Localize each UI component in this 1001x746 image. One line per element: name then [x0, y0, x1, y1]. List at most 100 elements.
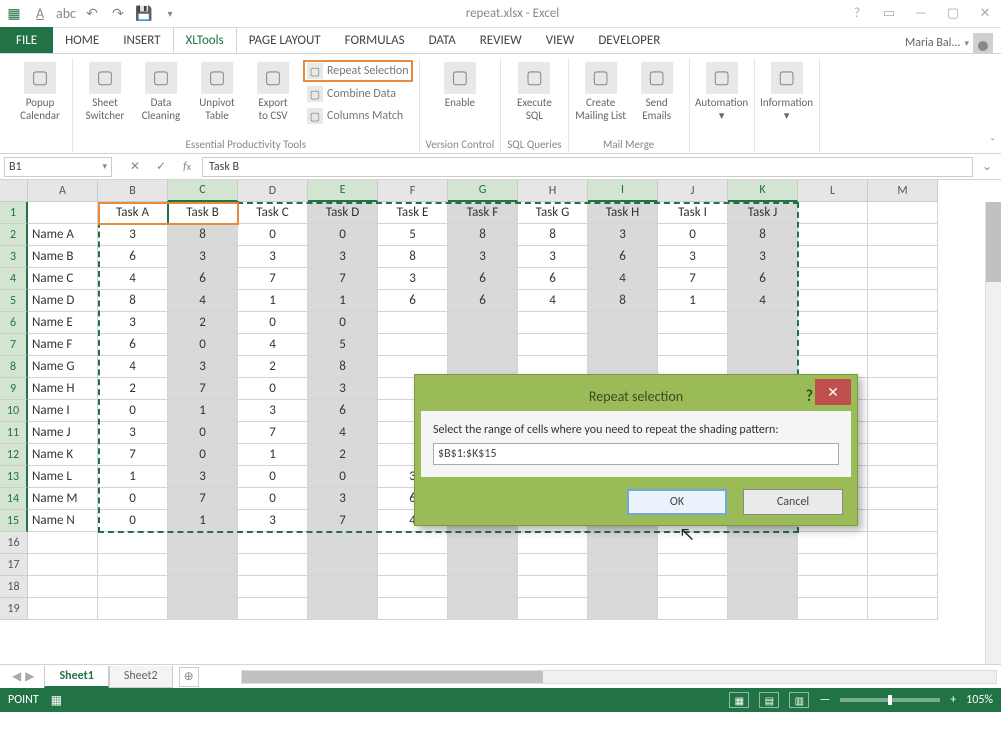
sheet-tab[interactable]: Sheet1	[44, 666, 108, 688]
enter-formula-icon[interactable]: ✓	[150, 157, 172, 177]
cell[interactable]: 6	[728, 268, 798, 290]
cell[interactable]: 4	[518, 290, 588, 312]
cell[interactable]: 0	[658, 224, 728, 246]
cell[interactable]	[798, 554, 868, 576]
dialog-range-input[interactable]: $B$1:$K$15	[433, 443, 839, 465]
sheet-tab[interactable]: Sheet2	[109, 666, 173, 688]
avatar[interactable]	[973, 33, 993, 53]
cell[interactable]: Task D	[308, 202, 378, 224]
row-header[interactable]: 3	[0, 246, 28, 268]
cell[interactable]: 0	[98, 400, 168, 422]
cell[interactable]	[308, 598, 378, 620]
ribbon-small-button[interactable]: ▢Columns Match	[303, 106, 413, 126]
ribbon-small-button[interactable]: ▢Combine Data	[303, 84, 413, 104]
cell[interactable]	[658, 312, 728, 334]
cell[interactable]	[308, 532, 378, 554]
row-header[interactable]: 17	[0, 554, 28, 576]
cell[interactable]: 3	[378, 268, 448, 290]
cell[interactable]: 8	[168, 224, 238, 246]
cell[interactable]: 5	[378, 224, 448, 246]
cell[interactable]: 0	[238, 466, 308, 488]
cell[interactable]: 4	[588, 268, 658, 290]
cell[interactable]: 3	[238, 510, 308, 532]
cell[interactable]: 7	[238, 268, 308, 290]
cell[interactable]	[28, 598, 98, 620]
cell[interactable]: 6	[98, 246, 168, 268]
row-header[interactable]: 12	[0, 444, 28, 466]
cell[interactable]: 8	[378, 246, 448, 268]
ribbon-button[interactable]: ▢SendEmails	[631, 58, 683, 122]
row-header[interactable]: 18	[0, 576, 28, 598]
cell[interactable]: 0	[308, 312, 378, 334]
cell[interactable]	[98, 532, 168, 554]
cell[interactable]	[868, 466, 938, 488]
cell[interactable]: 6	[168, 268, 238, 290]
cell[interactable]	[868, 290, 938, 312]
cell[interactable]: 6	[518, 268, 588, 290]
sheet-nav[interactable]: ◀▶	[4, 669, 42, 684]
cell[interactable]: Task J	[728, 202, 798, 224]
cell[interactable]: 3	[168, 356, 238, 378]
cell[interactable]	[868, 400, 938, 422]
ribbon-tab-home[interactable]: HOME	[53, 27, 111, 53]
cell[interactable]	[238, 598, 308, 620]
ribbon-button[interactable]: ▢PopupCalendar	[14, 58, 66, 122]
cell[interactable]: 1	[308, 290, 378, 312]
font-color-icon[interactable]: A	[30, 4, 50, 24]
column-header[interactable]: I	[588, 180, 658, 202]
ribbon-button[interactable]: ▢Information ▾	[761, 58, 813, 122]
cell[interactable]	[798, 312, 868, 334]
cell[interactable]: 0	[98, 510, 168, 532]
cell[interactable]	[728, 554, 798, 576]
cell[interactable]: 0	[238, 224, 308, 246]
row-header[interactable]: 2	[0, 224, 28, 246]
cell[interactable]	[798, 598, 868, 620]
page-layout-view-icon[interactable]: ▤	[759, 692, 779, 708]
cell[interactable]: Name N	[28, 510, 98, 532]
cell[interactable]	[378, 598, 448, 620]
cell[interactable]	[28, 202, 98, 224]
cell[interactable]	[798, 290, 868, 312]
cell[interactable]: 3	[518, 246, 588, 268]
cell[interactable]: 7	[238, 422, 308, 444]
cell[interactable]: 3	[308, 488, 378, 510]
row-header[interactable]: 4	[0, 268, 28, 290]
cell[interactable]	[868, 598, 938, 620]
cell[interactable]	[98, 554, 168, 576]
cell[interactable]	[378, 554, 448, 576]
cell[interactable]	[308, 576, 378, 598]
cell[interactable]: 1	[168, 510, 238, 532]
zoom-in-icon[interactable]: +	[950, 693, 956, 707]
row-header[interactable]: 16	[0, 532, 28, 554]
cell[interactable]: 6	[308, 400, 378, 422]
cell[interactable]	[798, 576, 868, 598]
cell[interactable]	[98, 598, 168, 620]
zoom-out-icon[interactable]: —	[819, 693, 830, 707]
cell[interactable]: 7	[168, 378, 238, 400]
cell[interactable]	[658, 554, 728, 576]
cell[interactable]: 3	[448, 246, 518, 268]
fx-icon[interactable]: fx	[176, 157, 198, 177]
row-header[interactable]: 7	[0, 334, 28, 356]
dialog-help-icon[interactable]: ?	[806, 387, 813, 406]
normal-view-icon[interactable]: ▦	[729, 692, 749, 708]
expand-formula-bar-icon[interactable]: ⌄	[977, 159, 997, 174]
ribbon-button[interactable]: ▢CreateMailing List	[575, 58, 627, 122]
cell[interactable]	[588, 576, 658, 598]
column-header[interactable]: F	[378, 180, 448, 202]
dialog-close-button[interactable]: ✕	[815, 379, 851, 405]
cell[interactable]: 3	[98, 312, 168, 334]
ribbon-display-icon[interactable]: ▭	[877, 4, 901, 24]
page-break-view-icon[interactable]: ▥	[789, 692, 809, 708]
cell[interactable]: 1	[238, 290, 308, 312]
cell[interactable]: Name M	[28, 488, 98, 510]
cell[interactable]	[588, 554, 658, 576]
collapse-ribbon-icon[interactable]: ˇ	[990, 137, 995, 151]
cell[interactable]	[868, 268, 938, 290]
ribbon-button[interactable]: ▢UnpivotTable	[191, 58, 243, 122]
row-header[interactable]: 6	[0, 312, 28, 334]
cell[interactable]	[868, 224, 938, 246]
cell[interactable]: 4	[308, 422, 378, 444]
cell[interactable]	[308, 554, 378, 576]
row-header[interactable]: 9	[0, 378, 28, 400]
